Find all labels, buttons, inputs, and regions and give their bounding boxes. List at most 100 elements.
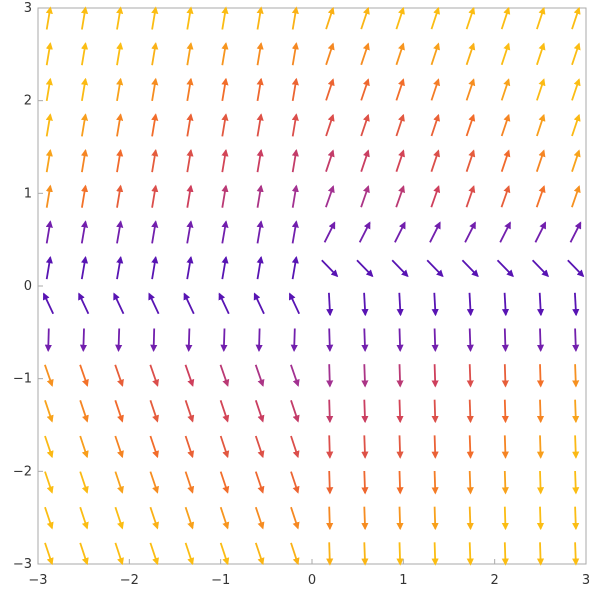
vector-arrow xyxy=(45,184,53,208)
vector-arrow xyxy=(221,42,229,66)
x-tick-label: 0 xyxy=(308,573,316,588)
y-tick-label: −1 xyxy=(13,372,32,387)
vector-arrow xyxy=(150,328,158,352)
vector-arrow xyxy=(361,435,369,459)
vector-arrow xyxy=(395,6,405,30)
vector-arrow xyxy=(430,113,441,137)
vector-arrow xyxy=(572,328,580,352)
vector-arrow xyxy=(572,470,580,495)
vector-arrow xyxy=(431,364,439,388)
vector-arrow xyxy=(361,364,369,388)
vector-arrow xyxy=(254,400,265,423)
vector-arrow xyxy=(80,220,89,244)
vector-arrow xyxy=(326,506,334,531)
vector-arrow xyxy=(572,399,580,424)
vector-arrow xyxy=(501,506,509,531)
vector-arrow xyxy=(396,399,404,424)
vector-arrow xyxy=(79,435,89,459)
vector-arrow xyxy=(81,6,89,30)
vector-arrow xyxy=(465,6,476,30)
vector-arrow xyxy=(116,148,124,173)
vector-arrow xyxy=(290,471,300,494)
vector-arrow xyxy=(151,6,159,30)
vector-arrow xyxy=(288,292,301,315)
x-tick-label: 1 xyxy=(399,573,407,588)
vector-arrow xyxy=(221,77,229,102)
vector-arrow xyxy=(356,259,374,278)
vector-arrow xyxy=(186,184,194,208)
vector-arrow xyxy=(151,77,159,102)
vector-arrow xyxy=(45,148,53,173)
vector-arrow xyxy=(185,328,193,352)
vector-arrow xyxy=(500,149,511,172)
vector-arrow xyxy=(396,470,404,495)
vector-arrow xyxy=(186,113,194,137)
vector-arrow xyxy=(466,542,474,566)
vector-arrow xyxy=(395,113,405,137)
vector-arrow xyxy=(360,6,370,30)
vector-arrow xyxy=(430,149,440,172)
vector-arrow xyxy=(500,6,511,30)
vector-arrow xyxy=(394,221,406,243)
vector-arrow xyxy=(114,364,124,387)
vector-arrow xyxy=(395,149,405,172)
vector-arrow xyxy=(358,221,371,243)
vector-arrow xyxy=(361,506,369,531)
vector-arrow xyxy=(431,470,439,495)
vector-arrow xyxy=(325,113,335,137)
vector-arrow xyxy=(396,328,404,352)
vector-arrow xyxy=(183,292,195,315)
vector-arrow xyxy=(113,292,125,315)
vector-arrow xyxy=(255,328,263,352)
vector-arrow xyxy=(360,149,370,172)
vector-arrow xyxy=(501,399,509,424)
vector-arrow xyxy=(45,255,53,280)
vector-arrow xyxy=(536,78,546,101)
vector-arrow xyxy=(290,328,298,352)
vector-arrow xyxy=(290,542,300,566)
vector-arrow xyxy=(219,542,230,566)
vector-arrow xyxy=(116,255,124,280)
vector-arrow xyxy=(114,400,124,423)
vector-arrow xyxy=(256,220,264,244)
vector-arrow xyxy=(361,399,369,424)
vector-arrow xyxy=(254,471,265,494)
vector-arrow xyxy=(149,435,159,459)
vector-arrow xyxy=(426,259,444,278)
vector-arrow xyxy=(291,184,299,208)
arrow-layer xyxy=(42,6,585,566)
vector-arrow xyxy=(431,292,439,317)
x-tick-label: −2 xyxy=(120,573,139,588)
vector-arrow xyxy=(186,148,194,173)
vector-arrow xyxy=(500,78,511,101)
vector-arrow xyxy=(256,42,264,66)
vector-arrow xyxy=(45,6,53,30)
vector-arrow xyxy=(501,364,509,388)
vector-arrow xyxy=(465,185,476,208)
vector-arrow xyxy=(290,435,300,459)
vector-arrow xyxy=(536,113,546,137)
vector-arrow xyxy=(290,506,300,530)
vector-arrow xyxy=(80,255,89,280)
vector-arrow xyxy=(535,149,546,172)
vector-arrow xyxy=(114,435,124,459)
vector-arrow xyxy=(290,364,300,387)
vector-arrow xyxy=(531,259,550,278)
y-tick-label: −3 xyxy=(13,557,32,572)
y-tick-label: 1 xyxy=(24,186,32,201)
vector-arrow xyxy=(116,220,124,244)
vector-arrow xyxy=(45,220,53,244)
vector-arrow xyxy=(571,6,581,30)
vector-arrow xyxy=(219,506,230,530)
vector-arrow xyxy=(184,435,195,459)
vector-arrow xyxy=(42,292,55,315)
vector-arrow xyxy=(431,328,439,352)
vector-arrow xyxy=(221,184,229,208)
vector-arrow xyxy=(430,78,441,101)
vector-arrow xyxy=(291,6,299,30)
vector-arrow xyxy=(325,185,335,208)
vector-arrow xyxy=(571,113,581,137)
vector-arrow xyxy=(151,148,159,173)
vector-arrow xyxy=(256,255,264,280)
vector-arrow xyxy=(221,113,229,137)
